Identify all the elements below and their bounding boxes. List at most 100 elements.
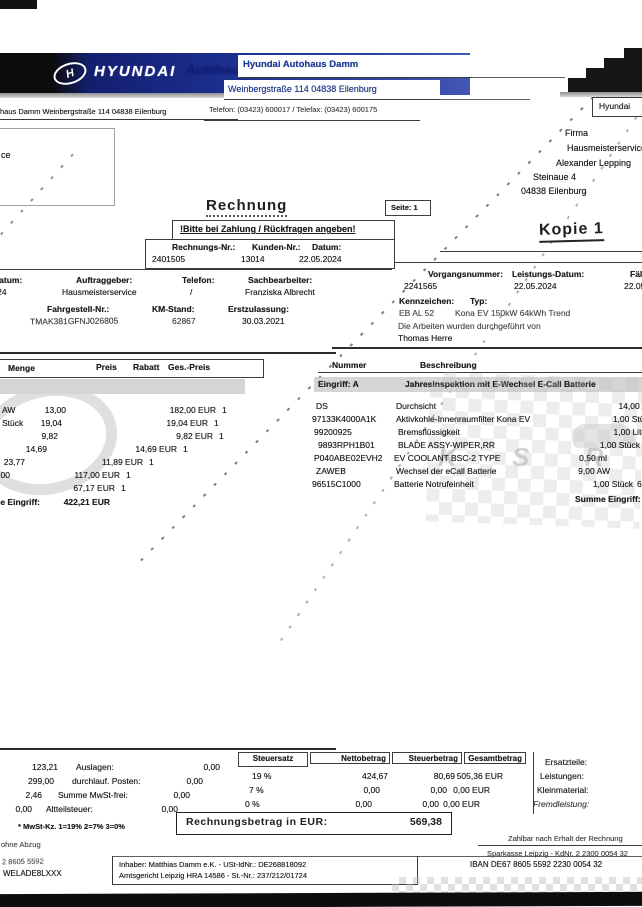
row-desc: EV COOLANT BSC-2 TYPE bbox=[394, 453, 501, 463]
grand-total-value: 569,38 bbox=[409, 816, 442, 828]
row-price: 23,77 bbox=[3, 457, 25, 467]
window-text-fragment: ce bbox=[1, 150, 11, 160]
dealer-address: Weinbergstraße 114 04838 Eilenburg bbox=[228, 84, 377, 94]
row-qty: 14,00 AW bbox=[618, 401, 642, 411]
row-total: 11,89 EUR bbox=[102, 457, 143, 467]
tax-rate: 7 % bbox=[249, 785, 264, 795]
row-price: 9,82 bbox=[41, 431, 58, 441]
row-number: 96515C1000 bbox=[312, 479, 361, 489]
km-value: 62867 bbox=[172, 316, 196, 326]
invoice-nr-value: 2401505 bbox=[152, 254, 186, 264]
tax-amount: 0,00 bbox=[430, 785, 447, 795]
tax-header-rate: Steuersatz bbox=[238, 752, 308, 767]
date-label: Datum: bbox=[312, 242, 342, 252]
tax-amount: 0,00 bbox=[422, 799, 439, 809]
tax-header-tax: Steuerbetrag bbox=[392, 752, 462, 764]
dealer-phone-box bbox=[204, 101, 420, 121]
row-desc: BLADE ASSY-WIPER,RR bbox=[398, 440, 495, 450]
row-number: 9893RPH1B01 bbox=[318, 440, 375, 450]
rule bbox=[0, 352, 336, 354]
row-unit: AW bbox=[2, 405, 16, 415]
tax-row: 0 % 0,00 0,00 0,00 EUR bbox=[0, 799, 530, 810]
totals-label: Auslagen: bbox=[76, 762, 114, 772]
totals-row: 299,00 durchlauf. Posten: 0,00 bbox=[0, 776, 230, 787]
second-page-banner-edge bbox=[624, 48, 642, 92]
row-tax: 1 bbox=[214, 418, 219, 428]
rule bbox=[112, 884, 418, 885]
second-page-label: Hyundai bbox=[599, 101, 631, 111]
tax-net: 0,00 bbox=[363, 785, 380, 795]
recipient-line: Alexander Lepping bbox=[556, 158, 632, 168]
totals-row: 2,46 Summe MwSt-frei: 0,00 bbox=[0, 790, 230, 801]
due-date-label: Fälligkeits-Datum: bbox=[630, 269, 642, 279]
payment-note: !Bitte bei Zahlung / Rückfragen angeben! bbox=[180, 224, 356, 234]
totals-value: 0,00 bbox=[173, 790, 190, 800]
table-row: AW 13,00 182,00 EUR 1 bbox=[0, 405, 240, 416]
reg-value: 30.03.2021 bbox=[242, 316, 285, 326]
totals-row: 0,00 Altteilsteuer: 0,00 bbox=[0, 804, 230, 815]
vin-label: Fahrgestell-Nr.: bbox=[47, 304, 110, 314]
second-page-label-box bbox=[592, 97, 642, 117]
totals-amount: 2,46 bbox=[25, 790, 42, 800]
tax-net: 0,00 bbox=[355, 799, 372, 809]
row-qty: 1,00 Stück bbox=[592, 479, 633, 489]
totals-value: 0,00 bbox=[203, 762, 220, 772]
row-number: P040ABE02EVH2 bbox=[314, 453, 383, 463]
brand-wordmark: HYUNDAI bbox=[94, 63, 177, 80]
totals-amount: 123,21 bbox=[32, 762, 58, 772]
row-price: 67,17 bbox=[637, 479, 642, 489]
tax-gross: 505,36 EUR bbox=[456, 771, 503, 781]
recipient-line: Firma bbox=[565, 128, 588, 138]
vin-value: TMAK381GFNJ026805 bbox=[29, 315, 119, 327]
row-qty: 1,00 Liter bbox=[613, 427, 642, 437]
owner-line: Inhaber: Matthias Damm e.K. - USt-IdNr.:… bbox=[119, 860, 307, 869]
dealer-name: Hyundai Autohaus Damm bbox=[243, 59, 359, 70]
tax-header-net: Nettobetrag bbox=[310, 752, 390, 764]
row-total: 117,00 EUR bbox=[74, 470, 120, 480]
recipient-line: Steinaue 4 bbox=[533, 172, 577, 182]
right-label: Leistungen: bbox=[540, 771, 584, 781]
row-tax: 1 bbox=[219, 431, 224, 441]
col-beschreibung: Beschreibung bbox=[420, 360, 477, 370]
type-label: Typ: bbox=[470, 296, 488, 306]
row-price: 13,00 bbox=[0, 470, 10, 480]
second-page-banner-edge bbox=[604, 58, 624, 92]
service-date-label: Leistungs-Datum: bbox=[512, 269, 585, 279]
right-label: Ersatzteile: bbox=[545, 757, 588, 767]
col-menge: Menge bbox=[8, 363, 35, 373]
recipient-line: 04838 Eilenburg bbox=[521, 186, 587, 196]
client-value: Hausmeisterservice bbox=[62, 287, 137, 297]
table-row: 9893RPH1B01 BLADE ASSY-WIPER,RR 1,00 Stü… bbox=[0, 440, 642, 451]
dealer-phone: Telefon: (03423) 600017 / Telefax: (0342… bbox=[209, 105, 378, 114]
logo-letter: H bbox=[64, 66, 76, 81]
service-date-value: 22.05.2024 bbox=[514, 281, 557, 291]
row-price: 19,04 bbox=[40, 418, 62, 428]
second-page-banner-edge bbox=[568, 78, 586, 92]
grand-total-label: Rechnungsbetrag in EUR: bbox=[186, 816, 328, 828]
customer-nr-value: 13014 bbox=[241, 254, 265, 264]
eingriff-row-band bbox=[314, 377, 642, 392]
grand-total-box bbox=[176, 812, 452, 835]
eingriff-desc: Jahresinspektion mit E-Wechsel E-Call Ba… bbox=[405, 379, 596, 389]
row-total: 67,17 EUR bbox=[73, 483, 115, 493]
customer-nr-label: Kunden-Nr.: bbox=[252, 242, 301, 252]
rule bbox=[112, 856, 642, 857]
row-desc: Durchsicht bbox=[396, 401, 437, 411]
iban-line: IBAN DE67 8605 5592 2230 0054 32 bbox=[470, 860, 603, 869]
row-desc: Bremsflüssigkeit bbox=[398, 427, 460, 437]
sender-line: haus Damm Weinbergstraße 114 04838 Eilen… bbox=[0, 107, 167, 116]
rule bbox=[112, 856, 113, 884]
phone-label: Telefon: bbox=[182, 275, 215, 285]
row-qty: 0,50 ml bbox=[579, 453, 607, 463]
row-tax: 1 bbox=[183, 444, 188, 454]
sum-value: 422,21 EUR bbox=[63, 497, 110, 507]
tax-rate: 0 % bbox=[245, 799, 260, 809]
copy-badge: Kopie 1 bbox=[538, 220, 605, 243]
tax-gross: 0,00 EUR bbox=[453, 785, 490, 795]
eingriff-label: Eingriff: A bbox=[318, 379, 359, 389]
mwst-note: * MwSt-Kz. 1=19% 2=7% 3=0% bbox=[18, 822, 125, 831]
phone-value: / bbox=[190, 287, 193, 297]
totals-row: 123,21 Auslagen: 0,00 bbox=[0, 762, 230, 773]
table-row: 13,00 117,00 EUR 1 bbox=[0, 470, 240, 481]
